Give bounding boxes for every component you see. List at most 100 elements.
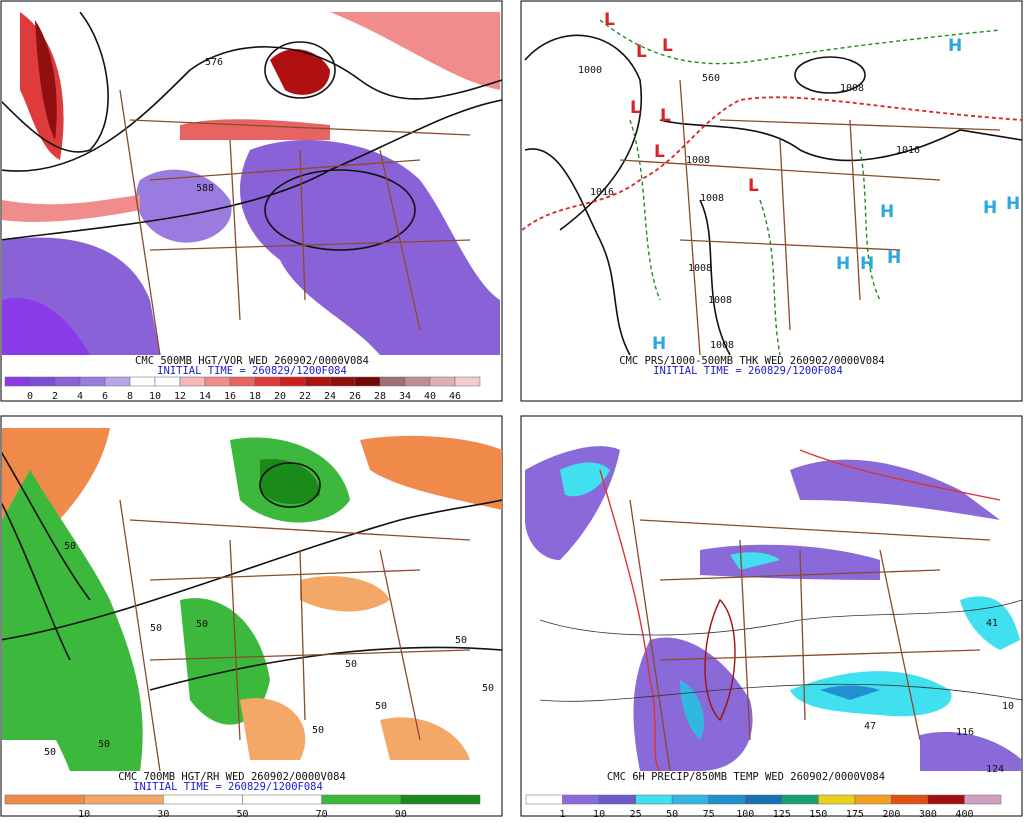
colorbar-label: 25 <box>630 809 642 819</box>
colorbar-swatch <box>83 794 164 805</box>
colorbar-swatch <box>279 376 306 387</box>
colorbar-swatch <box>29 376 56 387</box>
colorbar-label: 24 <box>324 391 336 402</box>
colorbar-label: 2 <box>52 391 58 402</box>
colorbar-swatch <box>927 794 965 805</box>
colorbar-label: 16 <box>224 391 236 402</box>
colorbar-swatch <box>562 794 600 805</box>
colorbar-swatch <box>964 794 1002 805</box>
colorbar-swatch <box>154 376 181 387</box>
initial-time: INITIAL TIME = 260829/1200F084 <box>157 365 347 377</box>
contour-label: 1008 <box>686 155 710 166</box>
colorbar-swatch <box>454 376 481 387</box>
contour-label: 50 <box>312 725 324 736</box>
contour-label: 1008 <box>688 263 712 274</box>
colorbar-swatch <box>4 794 85 805</box>
colorbar-swatch <box>242 794 322 805</box>
contour-label: 50 <box>44 747 56 758</box>
colorbar-label: 100 <box>736 809 754 819</box>
colorbar-swatch <box>254 376 281 387</box>
colorbar-label: 28 <box>374 391 386 402</box>
colorbar-swatch <box>79 376 106 387</box>
high-marker: H <box>1006 194 1020 214</box>
colorbar-swatch <box>379 376 406 387</box>
contour-label: 1008 <box>710 340 734 351</box>
contour-label: 1016 <box>896 145 920 156</box>
colorbar-label: 18 <box>249 391 261 402</box>
low-marker: L <box>660 106 671 126</box>
contour-label: 50 <box>455 635 467 646</box>
colorbar-swatch <box>708 794 746 805</box>
colorbar-label: 0 <box>27 391 33 402</box>
colorbar-swatch <box>429 376 456 387</box>
contour-label: 50 <box>64 541 76 552</box>
colorbar-label: 150 <box>809 809 827 819</box>
contour-label: 1016 <box>590 187 614 198</box>
colorbar-label: 70 <box>316 809 328 819</box>
contour-label: 47 <box>864 721 876 732</box>
low-marker: L <box>636 42 647 62</box>
colorbar-label: 75 <box>703 809 715 819</box>
low-marker: L <box>662 36 673 56</box>
high-marker: H <box>887 248 901 268</box>
colorbar-swatch <box>129 376 156 387</box>
colorbar-swatch <box>321 794 402 805</box>
high-marker: H <box>652 334 666 354</box>
high-marker: H <box>860 254 874 274</box>
colorbar-swatch <box>163 794 243 805</box>
colorbar-label: 90 <box>395 809 407 819</box>
contour-label: 10 <box>1002 701 1014 712</box>
colorbar-label: 26 <box>349 391 361 402</box>
colorbar-swatch <box>404 376 431 387</box>
colorbar-swatch <box>598 794 636 805</box>
contour-label: 116 <box>956 727 974 738</box>
colorbar-swatch <box>525 794 563 805</box>
colorbar-swatch <box>781 794 819 805</box>
colorbar-swatch <box>635 794 673 805</box>
contour-label: 1000 <box>578 65 602 76</box>
high-centers: H H H H H H H H <box>652 36 1020 354</box>
panel-frame <box>520 0 1023 402</box>
contour-label: 50 <box>98 739 110 750</box>
panel-500mb: 576 588 CMC 500MB HGT/VOR WED 260902/000… <box>0 0 503 402</box>
low-centers: L L L L L L L <box>604 10 759 196</box>
contour-label: 1008 <box>700 193 724 204</box>
map <box>522 19 1022 355</box>
contour-label: 50 <box>196 619 208 630</box>
colorbar-label: 300 <box>919 809 937 819</box>
high-marker: H <box>948 36 962 56</box>
colorbar-swatch <box>329 376 356 387</box>
caption: CMC PRS/1000-500MB THK WED 260902/0000V0… <box>619 355 885 367</box>
colorbar-label: 400 <box>955 809 973 819</box>
colorbar-swatch <box>54 376 81 387</box>
contour-label: 560 <box>702 73 720 84</box>
colorbar-swatch <box>744 794 783 805</box>
caption: CMC 700MB HGT/RH WED 260902/0000V084 <box>118 771 346 783</box>
low-marker: L <box>654 142 665 162</box>
colorbar-label: 50 <box>666 809 678 819</box>
panel-precip: 41 47 116 124 10 CMC 6H PRECIP/850MB TEM… <box>520 415 1023 817</box>
map <box>525 446 1022 771</box>
colorbar-label: 200 <box>882 809 900 819</box>
colorbar-label: 14 <box>199 391 211 402</box>
colorbar-label: 8 <box>127 391 133 402</box>
colorbar-label: 30 <box>157 809 169 819</box>
contour-label: 50 <box>375 701 387 712</box>
contour-label: 1008 <box>840 83 864 94</box>
contour-label: 50 <box>482 683 494 694</box>
colorbar-swatch <box>104 376 131 387</box>
colorbar-swatch <box>891 794 929 805</box>
contour-label: 588 <box>196 183 214 194</box>
high-marker: H <box>836 254 850 274</box>
colorbar-label: 10 <box>149 391 161 402</box>
colorbar-label: 22 <box>299 391 311 402</box>
colorbar-label: 34 <box>399 391 411 402</box>
contour-label: 576 <box>205 57 223 68</box>
contour-label: 1008 <box>708 295 732 306</box>
colorbar-swatch <box>854 794 892 805</box>
colorbar-swatch <box>229 376 256 387</box>
panel-pressure: 1000 1008 1016 1008 1008 1016 1008 1008 … <box>520 0 1023 402</box>
contour-label: 50 <box>345 659 357 670</box>
